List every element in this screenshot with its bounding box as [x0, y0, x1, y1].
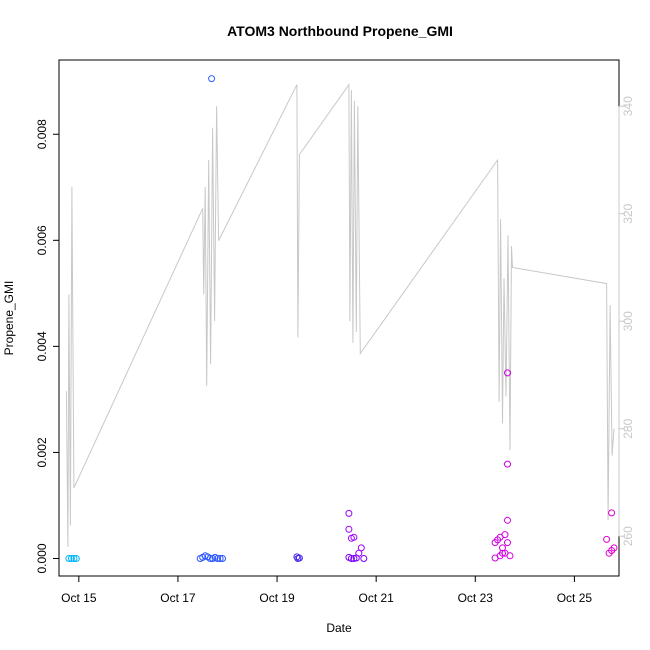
- temperature-line: [65, 83, 615, 548]
- y-axis-left: 0.000 0.002 0.004 0.006 0.008: [35, 119, 60, 574]
- x-tick-label: Oct 17: [160, 591, 196, 605]
- data-point: [360, 555, 368, 562]
- y-tick-label: 0.002: [35, 437, 49, 467]
- y2-tick-label: 260: [621, 526, 635, 546]
- x-tick-label: Oct 19: [259, 591, 295, 605]
- data-point: [499, 549, 506, 557]
- data-point: [504, 539, 511, 547]
- data-point: [214, 555, 222, 562]
- y-tick-label: 0.004: [35, 331, 49, 361]
- data-point: [603, 535, 611, 543]
- data-point: [72, 555, 80, 562]
- y2-tick-label: 280: [621, 418, 635, 438]
- y-tick-label: 0.006: [35, 225, 49, 255]
- data-point: [608, 509, 616, 517]
- data-point: [347, 555, 355, 562]
- data-point: [65, 555, 73, 562]
- data-point: [216, 555, 224, 562]
- y2-tick-label: 300: [621, 311, 635, 331]
- y2-tick-label: 320: [621, 203, 635, 223]
- x-tick-label: Oct 23: [458, 591, 494, 605]
- y-axis-label: Propene_GMI: [2, 281, 16, 356]
- x-tick-label: Oct 21: [358, 591, 394, 605]
- data-point: [345, 509, 353, 517]
- data-point: [295, 554, 303, 562]
- y-tick-label: 0.000: [35, 543, 49, 573]
- data-point: [345, 525, 353, 533]
- data-point: [504, 460, 511, 468]
- y2-tick-label: 340: [621, 96, 635, 116]
- data-point: [208, 75, 216, 83]
- x-tick-label: Oct 15: [61, 591, 97, 605]
- data-point: [67, 555, 75, 562]
- data-point: [506, 552, 514, 560]
- x-tick-label: Oct 25: [557, 591, 593, 605]
- y-axis-right: 260 280 300 320 340: [618, 96, 635, 546]
- temperature-line-series: [65, 83, 615, 548]
- data-point: [610, 544, 618, 552]
- y-tick-label: 0.008: [35, 119, 49, 149]
- data-point: [350, 533, 358, 541]
- data-point: [357, 544, 365, 552]
- chart-title: ATOM3 Northbound Propene_GMI: [227, 23, 453, 39]
- x-axis-label: Date: [326, 621, 352, 635]
- data-point: [504, 516, 511, 524]
- plot-frame: [58, 59, 620, 577]
- data-point: [206, 555, 214, 562]
- data-point: [504, 369, 511, 377]
- data-point: [219, 555, 226, 562]
- propene-point-series: [65, 75, 618, 562]
- data-point: [70, 555, 78, 562]
- x-axis: Oct 15 Oct 17 Oct 19 Oct 21 Oct 23 Oct 25: [61, 575, 593, 605]
- data-point: [501, 531, 509, 539]
